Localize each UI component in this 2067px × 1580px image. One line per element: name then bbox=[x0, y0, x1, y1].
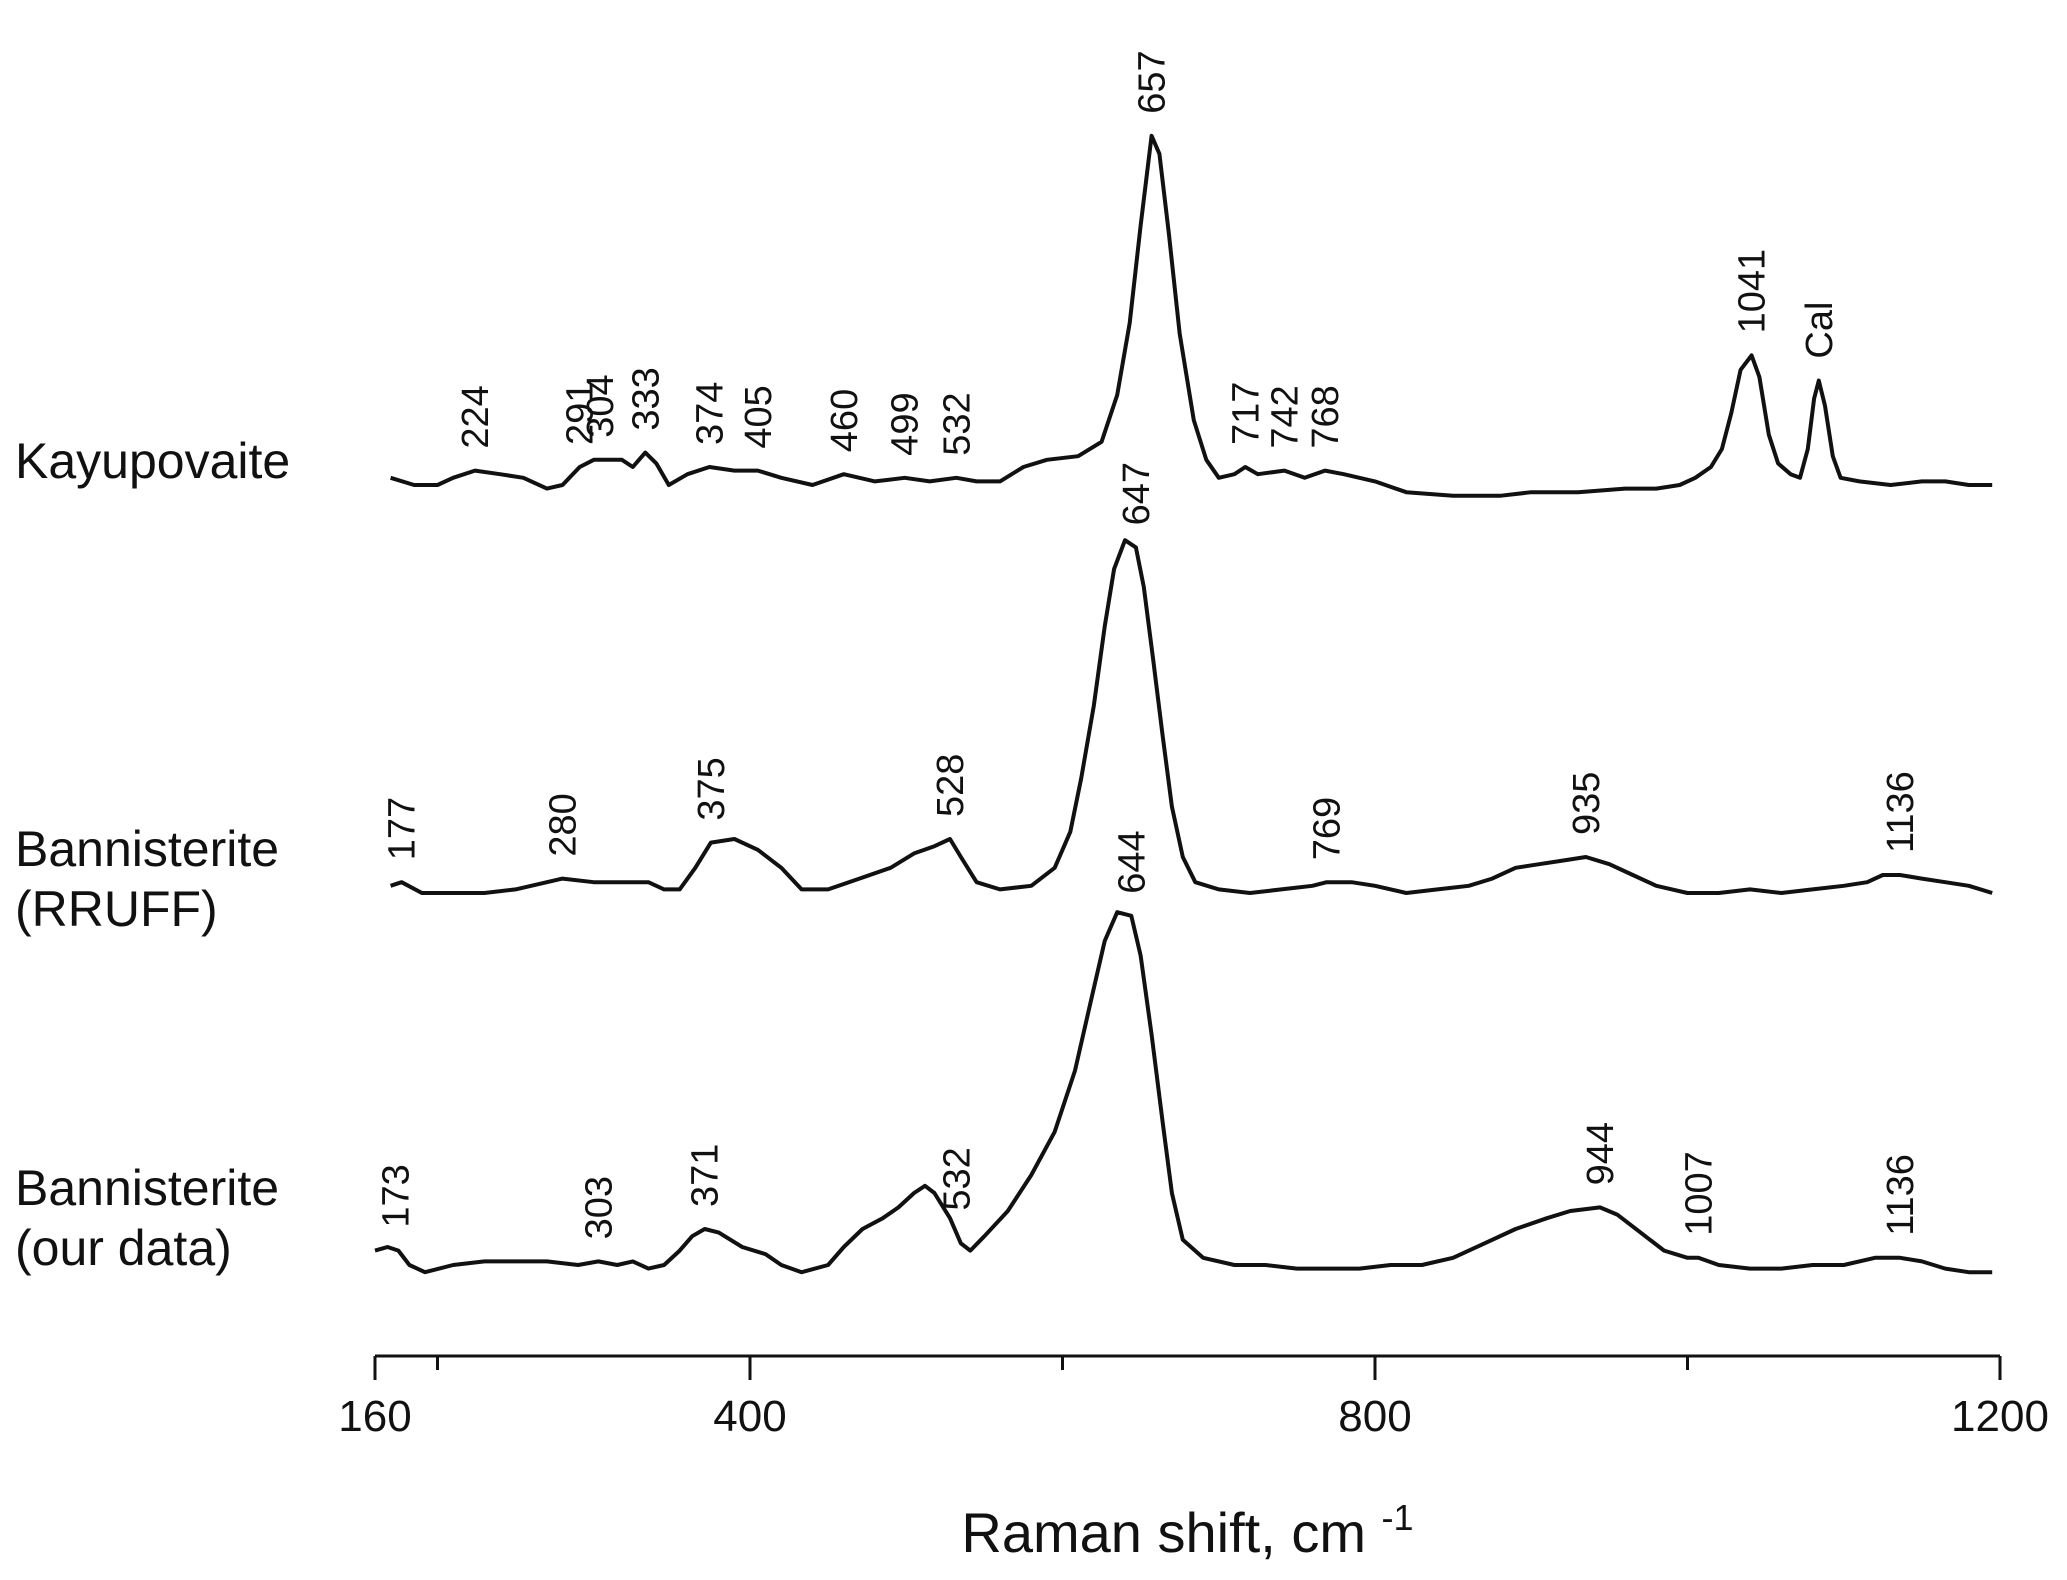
series-1-peak-label-13: 768 bbox=[1305, 385, 1347, 448]
series-1-peak-label-12: 742 bbox=[1264, 385, 1306, 448]
series-3-peak-label-5: 644 bbox=[1111, 830, 1153, 893]
series-3-peak-label-4: 532 bbox=[936, 1147, 978, 1210]
series-2-peak-label-6: 769 bbox=[1307, 797, 1349, 860]
x-axis-title-superscript: -1 bbox=[1382, 1497, 1414, 1538]
series-1-peak-label-4: 333 bbox=[625, 367, 667, 430]
x-axis: 160 400 800 1200 Raman shift, cm -1 bbox=[338, 1354, 2049, 1564]
x-tick-label-4: 1200 bbox=[1951, 1392, 2049, 1441]
series-1-peak-label-8: 499 bbox=[885, 392, 927, 455]
series-3-peak-label-2: 303 bbox=[578, 1176, 620, 1239]
series-2-peak-label-2: 280 bbox=[543, 793, 585, 856]
series-3-label-line-2: (our data) bbox=[15, 1220, 232, 1276]
series-1-line bbox=[390, 133, 1993, 498]
series-3-label-line-1: Bannisterite bbox=[15, 1160, 279, 1216]
series-1-peak-label-11: 717 bbox=[1225, 382, 1267, 445]
series-3-peak-label-1: 173 bbox=[375, 1164, 417, 1227]
x-tick-label-3: 800 bbox=[1338, 1392, 1411, 1441]
x-axis-title: Raman shift, cm -1 bbox=[961, 1497, 1413, 1564]
series-1-peak-label-10: 657 bbox=[1132, 50, 1174, 113]
series-2-peak-label-3: 375 bbox=[691, 757, 733, 820]
series-1-peak-label-5: 374 bbox=[689, 382, 731, 445]
series-3-peak-label-8: 1136 bbox=[1880, 1154, 1922, 1236]
series-1-peak-label-3: 304 bbox=[580, 374, 622, 437]
series-1-peak-label-9: 532 bbox=[936, 392, 978, 455]
series-3-peak-label-3: 371 bbox=[685, 1144, 727, 1207]
series-2-peak-label-4: 528 bbox=[930, 754, 972, 817]
series-1-peak-label-6: 405 bbox=[738, 385, 780, 448]
series-1-label-line-1: Kayupovaite bbox=[15, 433, 290, 489]
series-1-peak-label-1: 224 bbox=[455, 385, 497, 448]
series-1-peak-label-14: 1041 bbox=[1732, 249, 1774, 334]
series-3: Bannisterite(our data) 173 303 371 532 644 944… bbox=[15, 830, 1993, 1276]
series-2: Bannisterite(RRUFF) 177 280 375 528 647 769 935… bbox=[15, 462, 1993, 937]
series-3-peak-label-7: 1007 bbox=[1678, 1151, 1720, 1236]
series-3-line bbox=[374, 910, 1993, 1275]
x-tick-label-2: 400 bbox=[713, 1392, 786, 1441]
series-2-label-line-2: (RRUFF) bbox=[15, 881, 218, 937]
series-2-peak-label-5: 647 bbox=[1116, 462, 1158, 525]
series-2-line bbox=[389, 538, 1993, 895]
x-axis-ticks: 160 400 800 1200 bbox=[338, 1356, 2049, 1441]
series-3-peak-label-6: 944 bbox=[1580, 1122, 1622, 1185]
series-2-peak-label-8: 1136 bbox=[1880, 771, 1922, 853]
series-2-peak-label-1: 177 bbox=[382, 797, 424, 860]
series-1-peak-label-2: 291 bbox=[560, 382, 602, 445]
x-axis-title-text: Raman shift, cm bbox=[961, 1501, 1366, 1564]
x-tick-label-1: 160 bbox=[338, 1392, 411, 1441]
series-1-peak-label-7: 460 bbox=[824, 389, 866, 452]
series-2-peak-label-7: 935 bbox=[1566, 772, 1608, 835]
series-2-label-line-1: Bannisterite bbox=[15, 821, 279, 877]
series-1-peak-label-15: Cal bbox=[1799, 302, 1841, 359]
